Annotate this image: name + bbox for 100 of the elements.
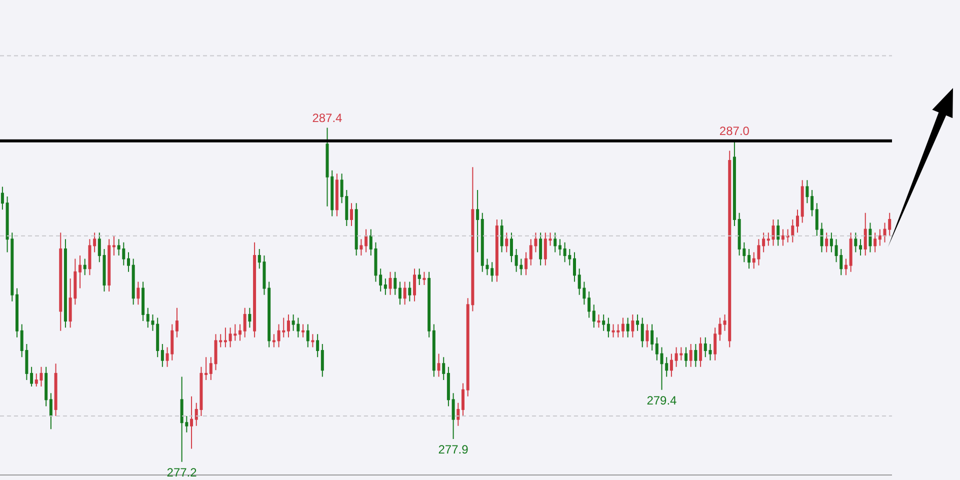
candlestick (379, 268, 382, 292)
candlestick (456, 402, 460, 426)
candlestick (689, 343, 692, 368)
candlestick (127, 252, 130, 272)
candlestick (432, 324, 436, 378)
candlestick (209, 356, 212, 380)
candlestick (320, 343, 324, 378)
candlestick (136, 281, 140, 306)
candlestick (59, 232, 62, 332)
candlestick (30, 366, 34, 388)
candlestick (408, 281, 412, 302)
candlestick (142, 281, 145, 322)
candlestick (44, 366, 48, 407)
candlestick (495, 218, 498, 282)
candlestick (132, 258, 135, 306)
candlestick (510, 232, 513, 263)
candlestick (714, 327, 717, 361)
candlestick (646, 324, 649, 348)
candlestick (360, 238, 363, 256)
candlestick (718, 317, 722, 342)
candlestick (462, 382, 464, 417)
candlestick (554, 232, 557, 253)
candlestick (418, 268, 421, 286)
candlestick (156, 317, 160, 358)
candlestick (810, 190, 814, 217)
candlestick (825, 232, 828, 253)
candlestick (335, 173, 338, 217)
candlestick (874, 232, 877, 253)
candlestick (446, 366, 450, 407)
candlestick (670, 353, 673, 378)
candlestick (238, 324, 242, 342)
candlestick (573, 252, 576, 282)
candlestick (776, 218, 780, 246)
candlestick (224, 327, 227, 348)
candlestick (268, 281, 271, 348)
candlestick (524, 252, 528, 276)
candlestick (597, 314, 600, 328)
candlestick (248, 307, 252, 328)
candlestick (732, 140, 736, 227)
candlestick (354, 202, 358, 256)
candlestick (849, 232, 852, 272)
candlestick (316, 334, 320, 358)
candlestick (112, 235, 116, 256)
candlestick (88, 238, 92, 276)
candlestick (302, 324, 305, 338)
candlestick (626, 317, 630, 338)
candlestick (403, 281, 406, 306)
candlestick (384, 278, 387, 296)
candlestick (272, 334, 276, 348)
candlestick (592, 304, 596, 328)
candlestick (791, 218, 794, 243)
candlestick (350, 202, 353, 227)
candlestick (49, 392, 52, 430)
candlestick (602, 314, 606, 332)
candlestick (54, 363, 58, 417)
candlestick (311, 334, 314, 348)
candlestick (621, 317, 624, 338)
candlestick (631, 314, 634, 338)
candlestick (388, 271, 392, 296)
candlestick (699, 336, 702, 368)
candlestick (428, 271, 431, 338)
candlestick (606, 317, 610, 338)
candlestick (868, 222, 872, 253)
candlestick (78, 255, 82, 289)
candlestick (505, 232, 508, 253)
candlestick (253, 242, 256, 338)
candlestick (748, 248, 751, 270)
candlestick (306, 324, 310, 348)
candlestick (859, 238, 862, 256)
candlestick (844, 258, 848, 276)
candlestick (796, 209, 799, 234)
annotation: 287.0 (719, 124, 750, 138)
annotation: 279.4 (646, 393, 678, 408)
candlestick (544, 232, 547, 266)
candlestick (694, 343, 698, 368)
candlestick (781, 228, 784, 246)
candlestick (636, 314, 640, 332)
candlestick (800, 180, 804, 224)
candlestick (452, 392, 455, 440)
candlestick (364, 228, 368, 253)
candlestick (864, 212, 867, 256)
candlestick (548, 232, 552, 246)
candlestick (98, 232, 101, 263)
candlestick (83, 258, 86, 276)
candlestick (16, 288, 18, 338)
candlestick (413, 268, 416, 302)
candlestick (64, 238, 67, 328)
candlestick (650, 324, 654, 352)
candlestick (854, 232, 858, 253)
candlestick (588, 291, 591, 318)
candlestick (640, 317, 644, 348)
candlestick (175, 307, 178, 338)
candlestick (160, 343, 164, 368)
candlestick (93, 232, 96, 253)
candlestick (830, 232, 833, 253)
candlestick (500, 218, 504, 253)
candlestick (684, 346, 688, 368)
candlestick (806, 180, 809, 204)
candlestick (0, 186, 4, 210)
annotation: 287.4 (312, 110, 343, 125)
